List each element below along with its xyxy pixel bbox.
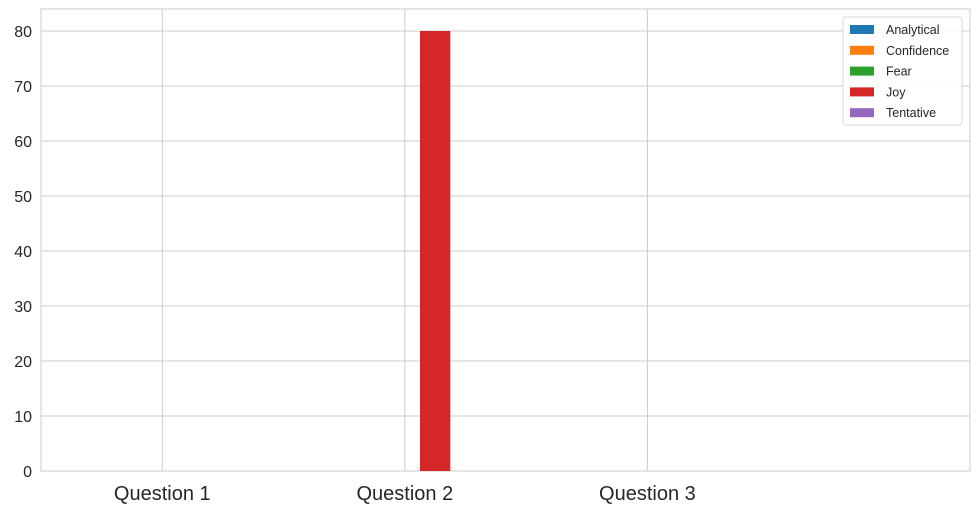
y-tick-label: 80 <box>14 24 32 41</box>
plot-frame <box>40 8 971 472</box>
gridlines <box>41 9 970 472</box>
x-tick-label: Question 2 <box>356 483 453 505</box>
x-tick-label: Question 1 <box>114 483 211 505</box>
legend-swatch-fear <box>850 66 874 76</box>
y-tick-label: 70 <box>14 79 32 96</box>
plot-area <box>40 8 971 472</box>
legend: Analytical Confidence Fear Joy Tentative <box>842 16 963 126</box>
bars <box>419 31 451 471</box>
y-tick-label: 10 <box>14 409 32 426</box>
y-tick-label: 20 <box>14 354 32 371</box>
y-tick-label: 50 <box>14 189 32 206</box>
legend-swatch-joy <box>850 87 874 97</box>
x-axis-ticks: Question 1 Question 2 Question 3 <box>114 483 696 505</box>
x-tick-label: Question 3 <box>599 483 696 505</box>
legend-label-fear: Fear <box>886 65 912 79</box>
legend-label-joy: Joy <box>886 85 906 99</box>
legend-label-confidence: Confidence <box>886 44 949 58</box>
y-tick-label: 0 <box>23 464 32 481</box>
legend-box <box>842 16 963 126</box>
legend-label-tentative: Tentative <box>886 106 936 120</box>
legend-swatch-confidence <box>850 45 874 55</box>
legend-label-analytical: Analytical <box>886 23 940 37</box>
y-tick-label: 40 <box>14 244 32 261</box>
legend-swatch-analytical <box>850 25 874 34</box>
bar-joy-2 <box>419 31 451 471</box>
legend-swatch-tentative <box>850 108 874 118</box>
y-tick-label: 30 <box>14 299 32 316</box>
y-axis-ticks: 0 10 20 30 40 50 60 70 80 <box>14 24 32 481</box>
y-tick-label: 60 <box>14 134 32 151</box>
